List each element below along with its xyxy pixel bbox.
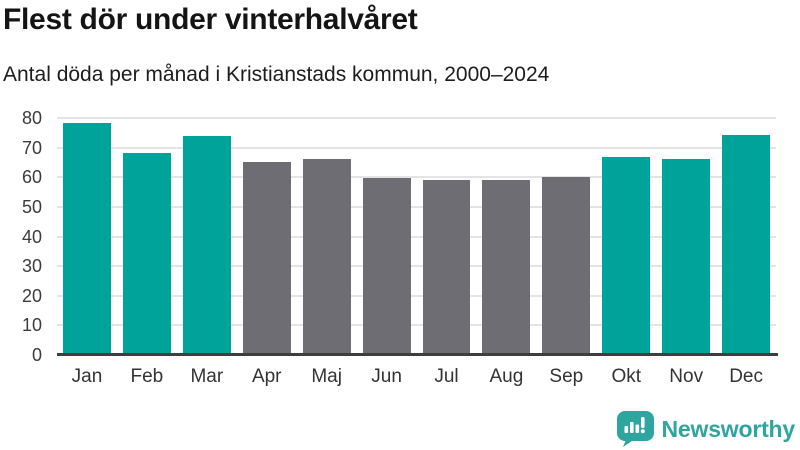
bar-jun	[362, 178, 411, 355]
gridline-30	[57, 265, 776, 268]
plot-area	[57, 117, 776, 355]
bar-slot	[357, 118, 417, 355]
bar-slot	[57, 118, 117, 355]
x-tick-label-maj: Maj	[311, 366, 342, 387]
gridline-40	[57, 235, 776, 238]
newsworthy-logo-text: Newsworthy	[661, 416, 796, 442]
gridline-60	[57, 176, 776, 179]
y-tick-label: 30	[21, 256, 42, 277]
y-tick-label: 80	[21, 108, 42, 128]
x-tick-label-dec: Dec	[729, 366, 763, 387]
bar-jul	[422, 180, 471, 355]
x-tick-label-jan: Jan	[71, 366, 103, 387]
bar-apr	[242, 162, 291, 355]
bar-feb	[122, 152, 171, 355]
bar-dec	[722, 134, 771, 355]
y-tick-label: 40	[21, 226, 42, 247]
y-tick-label: 60	[21, 167, 42, 188]
bar-nov	[662, 158, 711, 355]
x-axis-line	[57, 353, 778, 356]
y-tick-label: 0	[31, 345, 42, 365]
x-tick-label-jun: Jun	[371, 366, 402, 387]
bar-sep	[542, 176, 591, 355]
x-tick-label-aug: Aug	[489, 366, 524, 387]
x-axis-labels: Jan Feb Mar Apr Maj Jun Jul Aug Sep Okt Nov Dec	[57, 366, 776, 388]
bar-slot	[297, 118, 357, 355]
bar-aug	[482, 180, 531, 355]
bar-slot	[237, 118, 297, 355]
x-tick-label-apr: Apr	[251, 366, 282, 387]
newsworthy-logo[interactable]: Newsworthy	[616, 409, 796, 449]
gridline-10	[57, 324, 776, 327]
bar-slot	[596, 118, 656, 355]
x-tick-label-feb: Feb	[130, 366, 164, 387]
bar-slot	[177, 118, 237, 355]
gridline-70	[57, 146, 776, 149]
y-tick-label: 20	[21, 285, 42, 306]
y-tick-label: 50	[21, 196, 42, 217]
x-tick-label-jul: Jul	[434, 366, 459, 387]
x-tick-label-nov: Nov	[669, 366, 704, 387]
bar-slot	[476, 118, 536, 355]
chart-subtitle: Antal döda per månad i Kristianstads kom…	[3, 63, 550, 86]
bars	[57, 118, 776, 355]
bar-maj	[302, 159, 351, 355]
bar-mar	[182, 136, 231, 355]
bar-okt	[602, 156, 651, 355]
bar-slot	[536, 118, 596, 355]
gridline-80	[57, 117, 776, 119]
y-axis-labels: 0 10 20 30 40 50 60 70 80	[0, 108, 46, 365]
gridline-20	[57, 294, 776, 297]
bar-slot	[117, 118, 177, 355]
y-tick-label: 10	[21, 315, 42, 336]
bar-slot	[656, 118, 716, 355]
y-tick-label: 70	[21, 137, 42, 158]
gridline-50	[57, 205, 776, 208]
bar-jan	[62, 123, 111, 355]
bar-slot	[716, 118, 776, 355]
x-tick-label-mar: Mar	[190, 366, 224, 387]
newsworthy-logo-icon	[616, 411, 654, 447]
x-tick-label-okt: Okt	[611, 366, 642, 387]
bar-slot	[417, 118, 477, 355]
x-tick-label-sep: Sep	[549, 366, 584, 387]
chart-title: Flest dör under vinterhalvåret	[3, 3, 418, 36]
